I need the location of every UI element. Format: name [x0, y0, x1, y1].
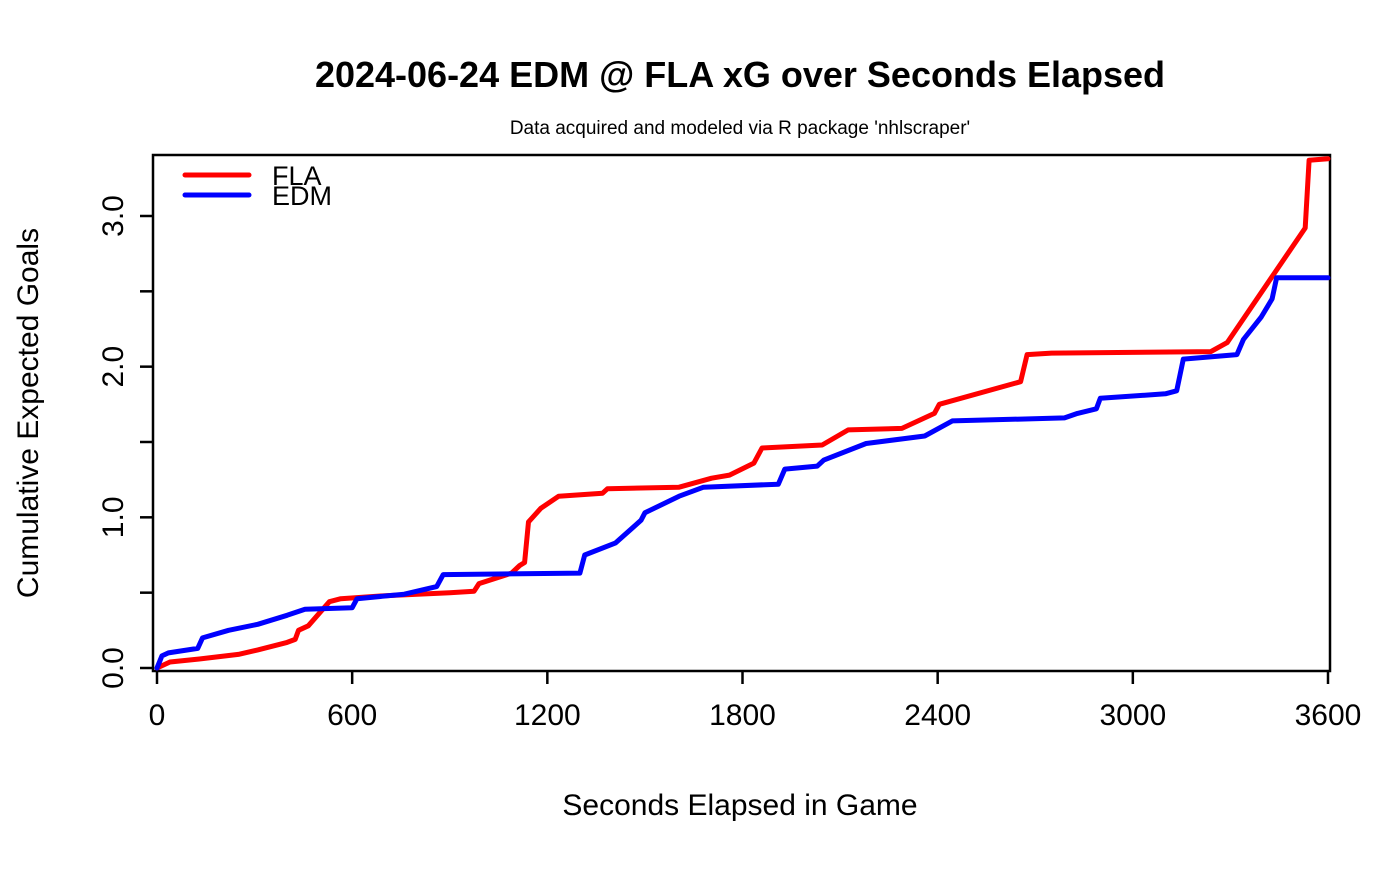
x-tick-label: 1800: [709, 699, 776, 732]
series-line-edm: [154, 275, 1331, 671]
x-tick-label: 2400: [904, 699, 971, 732]
y-tick-label: 2.0: [97, 346, 130, 388]
y-tick-label: 0.0: [97, 647, 130, 689]
y-tick-label: 1.0: [97, 496, 130, 538]
axis-ticks: 0 600 1200 1800 2400 3000 3600 0.0 1.0 2.0 3.0: [97, 195, 1361, 732]
legend-label-fla: FLA: [272, 161, 322, 191]
legend-label-edm: EDM: [272, 181, 332, 211]
x-tick-label: 1200: [514, 699, 581, 732]
series-lines: [154, 156, 1331, 671]
chart-subtitle: Data acquired and modeled via R package …: [510, 118, 970, 139]
x-tick-label: 3000: [1099, 699, 1166, 732]
plot-border: [151, 153, 1332, 673]
x-tick-label: 3600: [1295, 699, 1362, 732]
series-line-fla: [154, 156, 1331, 671]
x-axis-title: Seconds Elapsed in Game: [562, 789, 917, 822]
x-tick-label: 0: [149, 699, 166, 732]
chart-title: 2024-06-24 EDM @ FLA xG over Seconds Ela…: [315, 54, 1165, 95]
y-axis-title: Cumulative Expected Goals: [12, 228, 45, 598]
x-tick-label: 600: [327, 699, 377, 732]
y-tick-label: 3.0: [97, 195, 130, 237]
